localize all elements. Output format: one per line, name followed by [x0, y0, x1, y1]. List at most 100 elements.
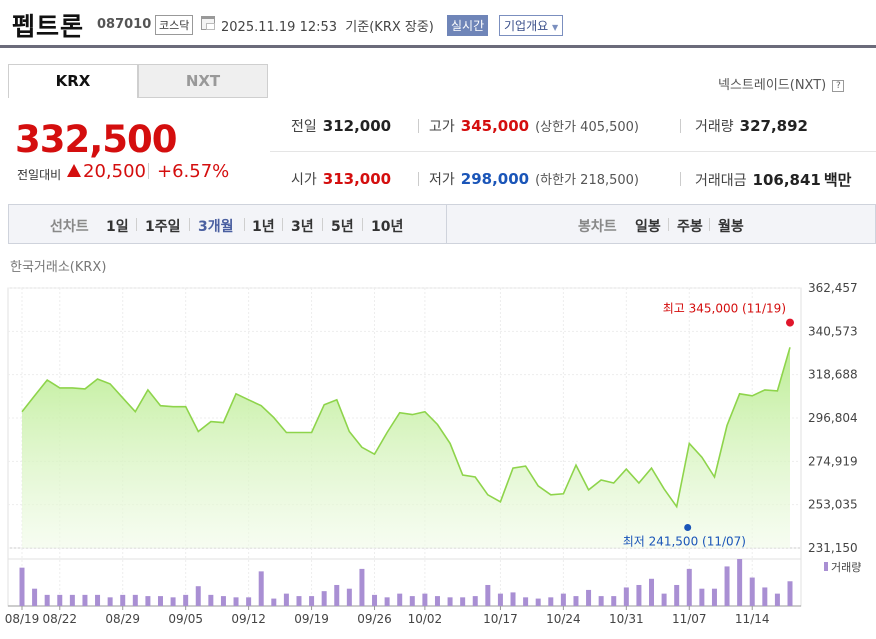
upper-limit: (상한가 405,500)	[535, 120, 640, 135]
high-annotation: 최고 345,000 (11/19)	[663, 302, 786, 316]
volume-bar	[120, 594, 126, 606]
volume-bar	[57, 594, 63, 606]
x-tick-label: 08/29	[105, 612, 140, 626]
help-icon[interactable]: ?	[832, 80, 845, 92]
toolbar-separator	[244, 218, 245, 231]
period-3m[interactable]: 3개월	[198, 219, 234, 235]
volume-bar	[145, 596, 151, 606]
current-price: 332,500	[15, 118, 178, 161]
stock-header: 펩트론 087010 코스닥 2025.11.19 12:53 기준(KRX 장…	[0, 0, 876, 48]
tab-krx[interactable]: KRX	[8, 64, 138, 98]
volume-bar	[309, 596, 315, 606]
x-tick-label: 10/31	[609, 612, 644, 626]
candle-weekly[interactable]: 주봉	[677, 219, 703, 235]
volume-legend-label: 거래량	[831, 561, 861, 574]
y-tick-label: 340,573	[808, 324, 858, 338]
period-10y[interactable]: 10년	[371, 219, 404, 235]
volume-bar	[548, 597, 554, 606]
calendar-icon	[201, 16, 215, 30]
period-5y[interactable]: 5년	[331, 219, 354, 235]
column-divider	[418, 119, 419, 133]
exchange-label: 한국거래소(KRX)	[10, 260, 107, 275]
volume-bar	[359, 568, 365, 606]
volume-bar	[32, 588, 38, 606]
volume-bar	[384, 597, 390, 606]
open-value: 313,000	[322, 170, 392, 188]
volume-bar	[586, 589, 592, 606]
prev-close-value: 312,000	[322, 117, 392, 135]
volume-bar	[623, 587, 629, 606]
period-1d[interactable]: 1일	[106, 219, 129, 235]
volume-bar	[737, 559, 743, 606]
volume-bar	[132, 594, 138, 606]
nexttrade-link[interactable]: 넥스트레이드(NXT) ?	[718, 74, 845, 93]
candle-monthly[interactable]: 월봉	[718, 219, 744, 235]
volume-bar	[233, 597, 239, 606]
volume-bar	[334, 584, 340, 606]
amount-unit: 백만	[823, 171, 852, 189]
price-change: 20,500	[83, 161, 146, 182]
volume-bar	[749, 577, 755, 606]
toolbar-separator	[136, 218, 137, 231]
x-tick-label: 09/05	[168, 612, 203, 626]
y-tick-label: 362,457	[808, 281, 858, 295]
volume-bar	[447, 597, 453, 606]
change-label: 전일대비	[17, 168, 62, 182]
realtime-button[interactable]: 실시간	[447, 15, 489, 36]
y-tick-label: 318,688	[808, 368, 858, 382]
period-1y[interactable]: 1년	[252, 219, 275, 235]
volume-bar	[19, 567, 25, 606]
prev-close: 전일 312,000	[291, 116, 391, 136]
volume-label: 거래량	[695, 119, 734, 135]
company-overview-dropdown[interactable]: 기업개요 ▼	[499, 15, 564, 36]
x-tick-label: 08/22	[42, 612, 77, 626]
volume-bar	[724, 566, 730, 606]
candle-daily[interactable]: 일봉	[635, 219, 661, 235]
column-divider	[680, 172, 681, 186]
volume-bar	[258, 571, 264, 606]
volume-bar	[598, 596, 604, 606]
change-divider	[148, 163, 149, 179]
toolbar-separator	[322, 218, 323, 231]
low-price: 저가 298,000 (하한가 218,500)	[429, 169, 639, 189]
volume-bar	[434, 596, 440, 606]
toolbar-separator	[668, 218, 669, 231]
period-3y[interactable]: 3년	[291, 219, 314, 235]
prev-close-label: 전일	[291, 119, 317, 135]
open-label: 시가	[291, 172, 317, 188]
volume-bar	[170, 597, 176, 606]
x-tick-label: 09/26	[357, 612, 392, 626]
volume-bar	[661, 593, 667, 606]
high-marker	[786, 318, 794, 327]
y-tick-label: 253,035	[808, 498, 858, 512]
price-line	[21, 347, 791, 509]
column-divider	[418, 172, 419, 186]
y-tick-label: 274,919	[808, 454, 858, 468]
toolbar-separator	[282, 218, 283, 231]
company-overview-label: 기업개요	[504, 19, 549, 33]
toolbar-divider	[446, 205, 447, 243]
volume-bar	[95, 594, 101, 606]
volume-value: 327,892	[739, 117, 808, 135]
high-label: 고가	[429, 119, 455, 135]
volume-bar	[573, 596, 579, 606]
volume-bar	[195, 586, 201, 606]
volume-bar	[460, 597, 466, 606]
quote-basis: 기준(KRX 장중)	[345, 20, 434, 35]
low-marker	[684, 524, 692, 532]
volume-bar	[183, 594, 189, 606]
x-tick-label: 11/14	[735, 612, 770, 626]
volume-bar	[510, 592, 516, 606]
y-tick-label: 296,804	[808, 411, 858, 425]
stock-name: 펩트론	[12, 12, 85, 41]
period-1w[interactable]: 1주일	[145, 219, 181, 235]
volume-bar	[246, 597, 252, 606]
tab-nxt[interactable]: NXT	[138, 64, 268, 98]
volume-bar	[283, 593, 289, 606]
volume-bar	[787, 581, 793, 606]
volume-bar	[372, 594, 378, 606]
market-badge: 코스닥	[155, 15, 194, 35]
x-tick-label: 09/12	[231, 612, 266, 626]
volume-bar	[485, 584, 491, 606]
volume-bar	[699, 588, 705, 606]
